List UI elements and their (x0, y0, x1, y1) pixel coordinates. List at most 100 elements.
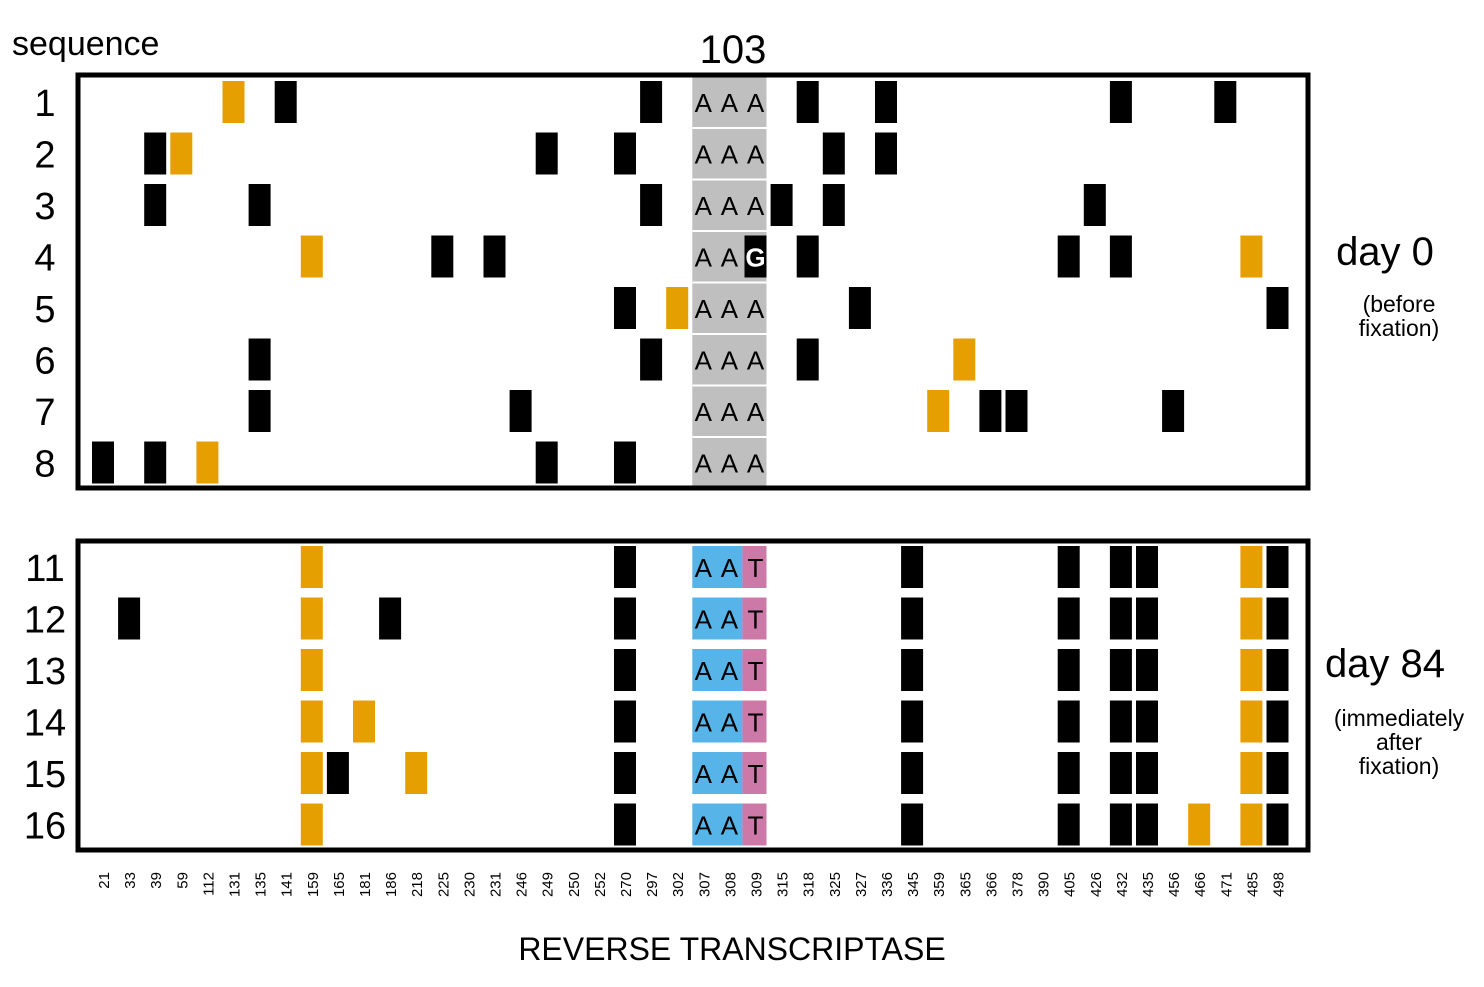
orange-mutation-mark (1188, 803, 1211, 846)
codon-pink-cell (742, 597, 767, 640)
codon-letter: A (721, 605, 739, 635)
black-mutation-mark (901, 597, 924, 640)
orange-mutation-mark (196, 441, 219, 484)
orange-mutation-mark (300, 752, 323, 794)
codon-letter: A (747, 397, 765, 427)
position-tick-label: 39 (148, 872, 165, 889)
black-mutation-mark (1266, 649, 1289, 691)
position-tick-label: 405 (1062, 872, 1079, 897)
position-tick-label: 318 (801, 872, 818, 897)
position-tick-label: 246 (514, 872, 531, 897)
position-tick-label: 230 (461, 872, 478, 897)
sequence-label: 2 (34, 135, 55, 177)
black-mutation-mark (875, 132, 897, 175)
timepoint-subtitle: (before (1363, 291, 1436, 317)
orange-mutation-mark (953, 338, 976, 381)
orange-mutation-mark (1240, 597, 1263, 640)
black-mutation-mark (1136, 803, 1158, 846)
black-mutation-mark (822, 184, 845, 226)
codon-letter-layer: A A AA A AA A AA A GA A AA A AA A AA A AA A TA A TA A TA A TA A TA… (695, 88, 766, 841)
codon-letter: A (695, 811, 713, 841)
codon-blue-cell (692, 803, 743, 846)
sequence-label: 12 (24, 600, 66, 642)
black-mutation-mark (875, 81, 897, 123)
black-mutation-mark (770, 184, 793, 226)
panel-frame-layer (75, 72, 1311, 853)
black-mutation-mark (1109, 81, 1132, 123)
day0-panel-frame (75, 72, 1311, 491)
black-mutation-mark (1214, 81, 1237, 123)
codon-letter: A (721, 811, 739, 841)
position-tick-label: 390 (1036, 872, 1053, 897)
codon-letter: A (695, 243, 713, 273)
codon-letter: A (721, 140, 739, 170)
position-tick-label: 186 (383, 872, 400, 897)
black-mutation-mark (144, 441, 167, 484)
position-tick-label: 426 (1088, 872, 1105, 897)
codon-letter: A (747, 294, 765, 324)
black-mutation-mark (1083, 184, 1106, 226)
codon-blue-cell (692, 700, 743, 743)
black-mutation-mark (1057, 752, 1080, 794)
position-tick-label: 471 (1218, 872, 1235, 897)
black-mutation-mark (614, 441, 636, 484)
codon-letter: A (721, 449, 739, 479)
position-tick-label: 315 (775, 872, 792, 897)
position-tick-label: 225 (435, 872, 452, 897)
orange-mutation-mark (300, 597, 323, 640)
codon-letter: A (721, 759, 739, 789)
sequence-label: 3 (34, 186, 55, 228)
codon-letter: A (747, 88, 765, 118)
position-tick-label: 252 (592, 872, 609, 897)
codon-letter: A (721, 708, 739, 738)
orange-mutation-mark (1240, 752, 1263, 794)
codon-blue-cell (692, 752, 743, 794)
black-mutation-mark (144, 184, 167, 226)
black-mutation-mark (1136, 649, 1158, 691)
codon-letter: T (748, 656, 764, 686)
position-tick-label: 33 (122, 872, 139, 889)
codon-103-label: 103 (700, 28, 767, 72)
black-mutation-mark (483, 235, 506, 278)
black-mutation-mark (901, 700, 924, 743)
orange-mutation-mark (300, 546, 323, 588)
sequence-label: 7 (34, 392, 55, 434)
codon-blue-cell (692, 546, 743, 588)
black-mutation-mark (431, 235, 454, 278)
orange-mutation-mark (300, 803, 323, 846)
day84-codon-band (692, 541, 767, 850)
sequence-column-header: sequence (12, 25, 159, 63)
codon-letter: A (747, 346, 765, 376)
codon-blue-cell (692, 649, 743, 691)
position-tick-label: 466 (1192, 872, 1209, 897)
codon-letter: A (695, 759, 713, 789)
position-tick-label: 302 (670, 872, 687, 897)
position-tick-label: 432 (1114, 872, 1131, 897)
position-tick-label: 131 (227, 872, 244, 897)
position-tick-label: 218 (409, 872, 426, 897)
codon-letter: A (695, 656, 713, 686)
codon-letter: A (695, 294, 713, 324)
sequence-label: 15 (24, 754, 66, 796)
codon-letter: A (695, 449, 713, 479)
codon-letter: A (695, 605, 713, 635)
orange-mutation-mark (1240, 235, 1263, 278)
black-mutation-mark (1057, 235, 1080, 278)
orange-mutation-mark (300, 700, 323, 743)
timepoint-subtitle: after (1376, 729, 1422, 755)
orange-mutation-mark (300, 235, 323, 278)
position-tick-label: 250 (566, 872, 583, 897)
position-tick-label: 141 (279, 872, 296, 897)
position-tick-label: 359 (931, 872, 948, 897)
black-mutation-mark (979, 390, 1002, 432)
codon-letter: A (721, 294, 739, 324)
position-tick-label: 135 (253, 872, 270, 897)
black-mutation-mark (614, 700, 636, 743)
position-tick-label: 181 (357, 872, 374, 897)
codon-band-layer (692, 75, 767, 850)
position-tick-label: 270 (618, 872, 635, 897)
day84-panel-frame (75, 538, 1311, 853)
orange-mutation-mark (1240, 546, 1263, 588)
